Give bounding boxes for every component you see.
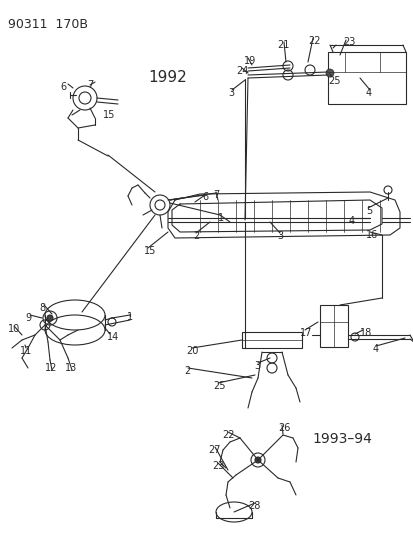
Text: 15: 15 xyxy=(144,246,156,256)
Text: 5: 5 xyxy=(365,206,371,216)
Text: 13: 13 xyxy=(65,363,77,373)
Text: 6: 6 xyxy=(202,192,208,202)
Text: 19: 19 xyxy=(243,56,256,66)
Text: 2: 2 xyxy=(192,231,199,241)
Text: 22: 22 xyxy=(221,430,234,440)
Text: 12: 12 xyxy=(45,363,57,373)
Text: 1993–94: 1993–94 xyxy=(311,432,371,446)
Text: 21: 21 xyxy=(276,40,289,50)
Text: 3: 3 xyxy=(254,361,259,371)
Text: 17: 17 xyxy=(299,328,312,338)
Bar xyxy=(242,332,301,348)
Text: 7: 7 xyxy=(87,80,93,90)
Text: 8: 8 xyxy=(39,303,45,313)
Text: 23: 23 xyxy=(211,461,224,471)
Text: 18: 18 xyxy=(359,328,371,338)
Circle shape xyxy=(325,69,333,77)
Text: 2: 2 xyxy=(183,366,190,376)
Circle shape xyxy=(254,457,260,463)
Text: 7: 7 xyxy=(212,190,219,200)
Text: 14: 14 xyxy=(107,332,119,342)
Text: 23: 23 xyxy=(342,37,354,47)
Text: 6: 6 xyxy=(60,82,66,92)
Text: 11: 11 xyxy=(20,346,32,356)
Text: 9: 9 xyxy=(25,313,31,323)
Text: 10: 10 xyxy=(8,324,20,334)
Text: 24: 24 xyxy=(235,66,248,76)
Text: 4: 4 xyxy=(372,344,378,354)
Circle shape xyxy=(47,315,53,321)
Text: 1: 1 xyxy=(218,213,223,223)
Text: 15: 15 xyxy=(103,110,115,120)
Bar xyxy=(327,52,405,104)
Text: 26: 26 xyxy=(277,423,290,433)
Text: 20: 20 xyxy=(185,346,198,356)
Text: 16: 16 xyxy=(365,230,377,240)
Text: 27: 27 xyxy=(207,445,220,455)
Text: 3: 3 xyxy=(276,231,282,241)
Text: 28: 28 xyxy=(247,501,260,511)
Text: 25: 25 xyxy=(212,381,225,391)
Text: 1: 1 xyxy=(127,312,133,322)
Text: 4: 4 xyxy=(348,216,354,226)
Text: 25: 25 xyxy=(327,76,339,86)
Text: 90311  170B: 90311 170B xyxy=(8,18,88,31)
Bar xyxy=(319,305,347,347)
Text: 1992: 1992 xyxy=(147,70,186,85)
Text: 4: 4 xyxy=(365,88,371,98)
Text: 3: 3 xyxy=(228,88,234,98)
Text: 22: 22 xyxy=(307,36,320,46)
